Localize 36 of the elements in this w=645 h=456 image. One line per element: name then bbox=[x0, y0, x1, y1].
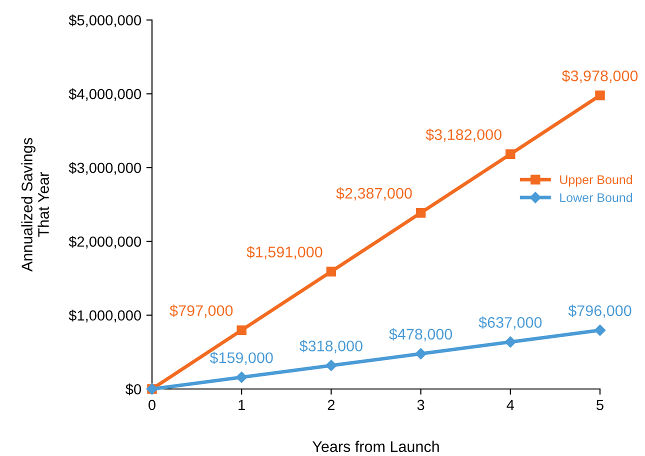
data-label: $796,000 bbox=[568, 304, 632, 318]
data-label: $478,000 bbox=[389, 328, 452, 342]
y-tick-label: $1,000,000 bbox=[68, 310, 142, 322]
data-label: $3,978,000 bbox=[562, 70, 638, 84]
y-tick-label: $3,000,000 bbox=[68, 162, 142, 175]
point bbox=[236, 372, 248, 383]
x-tick-label: 5 bbox=[596, 400, 604, 410]
y-tick-label: $0 bbox=[126, 383, 142, 396]
y-axis-title: Annualized Savings That Year bbox=[21, 138, 49, 272]
x-tick-label: 0 bbox=[148, 400, 156, 410]
point bbox=[595, 90, 605, 100]
point bbox=[506, 149, 516, 160]
legend-label: Lower Bound bbox=[560, 192, 632, 202]
data-label: $318,000 bbox=[300, 340, 362, 354]
data-label: $2,387,000 bbox=[336, 187, 412, 201]
y-tick-label: $2,000,000 bbox=[68, 236, 142, 249]
x-tick-label: 4 bbox=[506, 400, 514, 410]
y-tick-label: $4,000,000 bbox=[68, 88, 142, 101]
point bbox=[326, 360, 337, 372]
x-tick-label: 1 bbox=[238, 400, 245, 410]
point bbox=[415, 348, 426, 360]
x-tick-label: 2 bbox=[328, 400, 335, 410]
x-tick-label: 3 bbox=[417, 400, 424, 410]
legend-label: Upper Bound bbox=[560, 174, 632, 187]
point bbox=[416, 208, 426, 218]
point bbox=[594, 324, 606, 336]
data-label: $637,000 bbox=[478, 316, 542, 330]
data-label: $1,591,000 bbox=[246, 246, 322, 260]
y-tick-label: $5,000,000 bbox=[68, 14, 142, 28]
point bbox=[326, 266, 336, 276]
data-label: $797,000 bbox=[170, 304, 233, 318]
data-label: $159,000 bbox=[210, 352, 273, 365]
point bbox=[236, 325, 246, 336]
data-label: $3,182,000 bbox=[426, 128, 502, 142]
point bbox=[504, 336, 516, 348]
x-axis-title: Years from Launch bbox=[312, 440, 439, 452]
